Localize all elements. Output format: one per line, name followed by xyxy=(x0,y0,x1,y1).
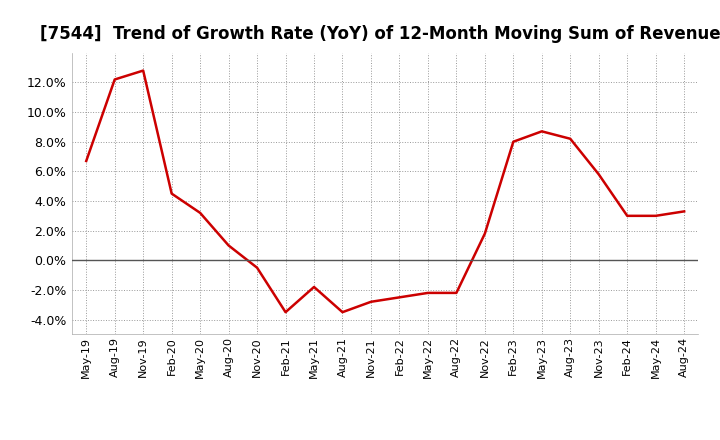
Title: [7544]  Trend of Growth Rate (YoY) of 12-Month Moving Sum of Revenues: [7544] Trend of Growth Rate (YoY) of 12-… xyxy=(40,25,720,43)
